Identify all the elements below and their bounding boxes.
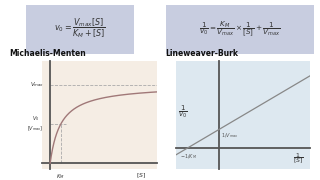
Text: $-1/K_M$: $-1/K_M$ — [180, 152, 197, 161]
Text: $[S]$: $[S]$ — [136, 172, 146, 180]
Text: $\dfrac{1}{v_0}$: $\dfrac{1}{v_0}$ — [178, 103, 187, 120]
Text: $K_M$: $K_M$ — [56, 172, 65, 180]
Text: Michaelis-Menten: Michaelis-Menten — [9, 49, 86, 58]
Text: Lineweaver-Burk: Lineweaver-Burk — [165, 49, 238, 58]
Text: $V_{max}$: $V_{max}$ — [29, 80, 44, 89]
Text: $1/V_{max}$: $1/V_{max}$ — [221, 131, 239, 140]
Text: $\dfrac{1}{v_0} = \dfrac{K_M}{V_{max}} \times \dfrac{1}{[S]} + \dfrac{1}{V_{max}: $\dfrac{1}{v_0} = \dfrac{K_M}{V_{max}} \… — [199, 19, 281, 38]
Text: $v_0 = \dfrac{V_{max}[S]}{K_M + [S]}$: $v_0 = \dfrac{V_{max}[S]}{K_M + [S]}$ — [54, 17, 106, 40]
Text: $V_0$
$[V_{max}]$: $V_0$ $[V_{max}]$ — [28, 115, 44, 134]
Text: $\dfrac{1}{[S]}$: $\dfrac{1}{[S]}$ — [293, 152, 304, 166]
